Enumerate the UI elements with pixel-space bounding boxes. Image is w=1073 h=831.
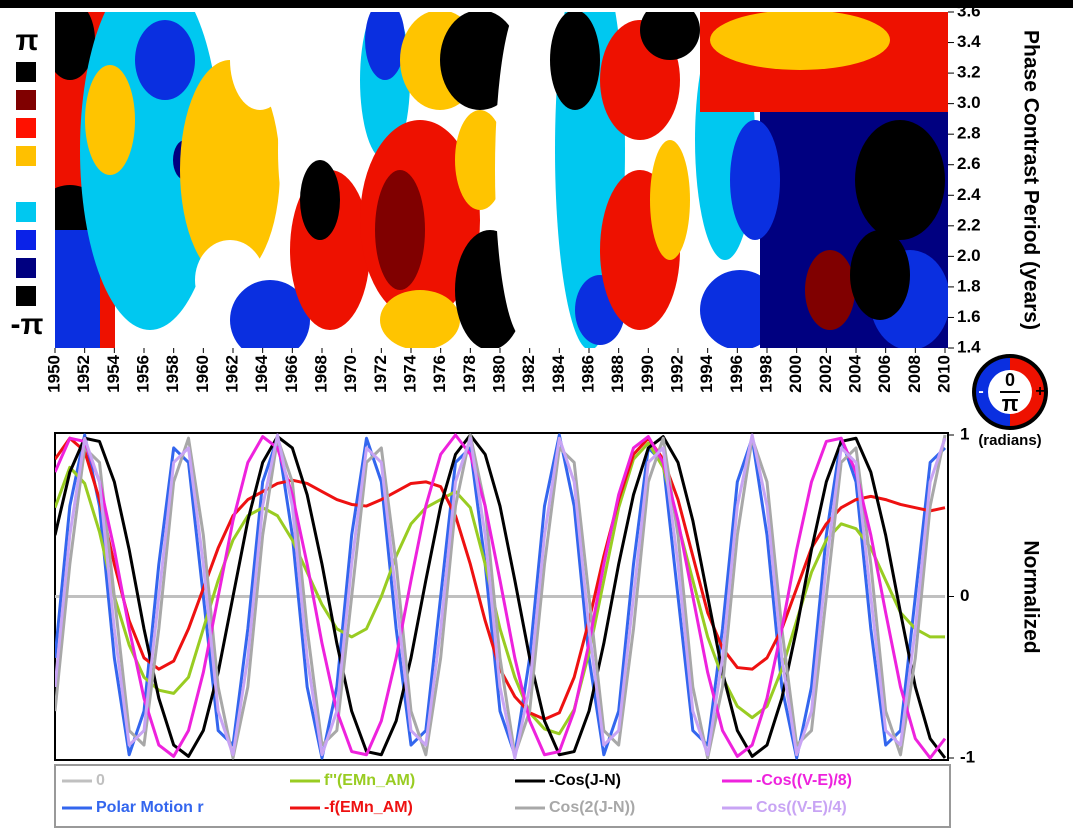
line-series: [55, 433, 947, 760]
x-tick-label: 2004: [845, 354, 864, 392]
legend-label: -Cos(J-N): [549, 772, 621, 789]
x-tick-label: 1950: [44, 355, 63, 393]
top-bar: [0, 0, 1073, 8]
x-tick-label: 1960: [193, 355, 212, 393]
x-tick-label: 1952: [74, 355, 93, 393]
y-tick-label: 2.4: [957, 185, 981, 204]
x-tick-label: 1966: [282, 355, 301, 393]
legend-label: -Cos((V-E)/8): [756, 772, 852, 789]
y-tick-label: 3.4: [957, 32, 981, 51]
x-tick-label: 1988: [608, 355, 627, 393]
line-ylabel: Normalized: [1019, 540, 1042, 653]
colorbar-top-label: π: [16, 24, 39, 57]
y-tick-label: 1.8: [957, 276, 981, 295]
y-tick-label: 1.4: [957, 337, 981, 356]
y-tick-label: 1: [960, 424, 969, 443]
legend-label: Polar Motion r: [96, 799, 204, 816]
y-tick-label: 2.0: [957, 246, 981, 265]
x-tick-label: 1996: [727, 355, 746, 393]
series-line: [55, 433, 947, 759]
colorbar-swatch: [16, 62, 36, 82]
x-tick-label: 1968: [311, 355, 330, 393]
x-tick-label: 2002: [816, 355, 835, 393]
x-tick-label: 1980: [489, 355, 508, 393]
legend-label: 0: [96, 772, 105, 789]
x-tick-label: 1964: [252, 354, 271, 392]
heatmap: [55, 12, 948, 348]
phase-key-denominator: π: [1002, 391, 1019, 416]
phase-key: 0 π - + (radians): [972, 354, 1048, 449]
x-tick-label: 1982: [519, 355, 538, 393]
colorbar-swatch: [16, 258, 36, 278]
phase-key-minus: -: [978, 383, 983, 400]
colorbar-swatch: [16, 118, 36, 138]
y-tick-label: 3.2: [957, 63, 981, 82]
x-tick-label: 1994: [697, 354, 716, 392]
x-tick-label: 2010: [934, 355, 953, 393]
colorbar-bottom-label: -π: [11, 308, 44, 341]
phase-key-unit: (radians): [978, 432, 1041, 449]
legend-label: Cos(2(J-N)): [549, 799, 635, 816]
y-tick-label: -1: [960, 747, 975, 766]
phase-key-plus: +: [1035, 383, 1044, 400]
series-line: [55, 433, 947, 760]
x-tick-label: 1962: [222, 355, 241, 393]
x-tick-label: 1998: [756, 355, 775, 393]
y-tick-label: 2.8: [957, 124, 981, 143]
x-tick-label: 1992: [667, 355, 686, 393]
y-tick-label: 2.6: [957, 154, 981, 173]
colorbar-swatch: [16, 146, 36, 166]
x-tick-label: 1958: [163, 355, 182, 393]
y-tick-label: 0: [960, 586, 969, 605]
x-tick-label: 1970: [341, 355, 360, 393]
colorbar-swatch: [16, 230, 36, 250]
colorbar-swatch: [16, 174, 36, 194]
x-tick-label: 1986: [578, 355, 597, 393]
legend-label: f''(EMn_AM): [324, 772, 415, 789]
x-tick-label: 1978: [460, 355, 479, 393]
legend-label: Cos((V-E)/4): [756, 799, 847, 816]
series-line: [55, 433, 947, 760]
x-tick-label: 1974: [400, 354, 419, 392]
x-tick-label: 1984: [549, 354, 568, 392]
phase-key-numerator: 0: [1005, 370, 1015, 390]
colorbar-swatch: [16, 202, 36, 222]
x-tick-label: 2000: [786, 355, 805, 393]
y-tick-label: 1.6: [957, 307, 981, 326]
y-tick-label: 3.0: [957, 93, 981, 112]
x-tick-label: 1954: [104, 354, 123, 392]
colorbar-swatch: [16, 286, 36, 306]
x-tick-label: 1976: [430, 355, 449, 393]
series-line: [55, 436, 946, 721]
x-tick-label: 2006: [875, 355, 894, 393]
x-tick-label: 1972: [371, 355, 390, 393]
x-tick-label: 1990: [638, 355, 657, 393]
x-tick-label: 2008: [905, 355, 924, 393]
x-tick-label: 1956: [133, 355, 152, 393]
legend-label: -f(EMn_AM): [324, 799, 413, 816]
colorbar-swatch: [16, 90, 36, 110]
series-line: [55, 433, 947, 760]
y-tick-label: 2.2: [957, 215, 981, 234]
legend-box: [54, 764, 951, 828]
y-tick-label: 3.6: [957, 1, 981, 20]
heatmap-ylabel: Phase Contrast Period (years): [1019, 30, 1042, 330]
